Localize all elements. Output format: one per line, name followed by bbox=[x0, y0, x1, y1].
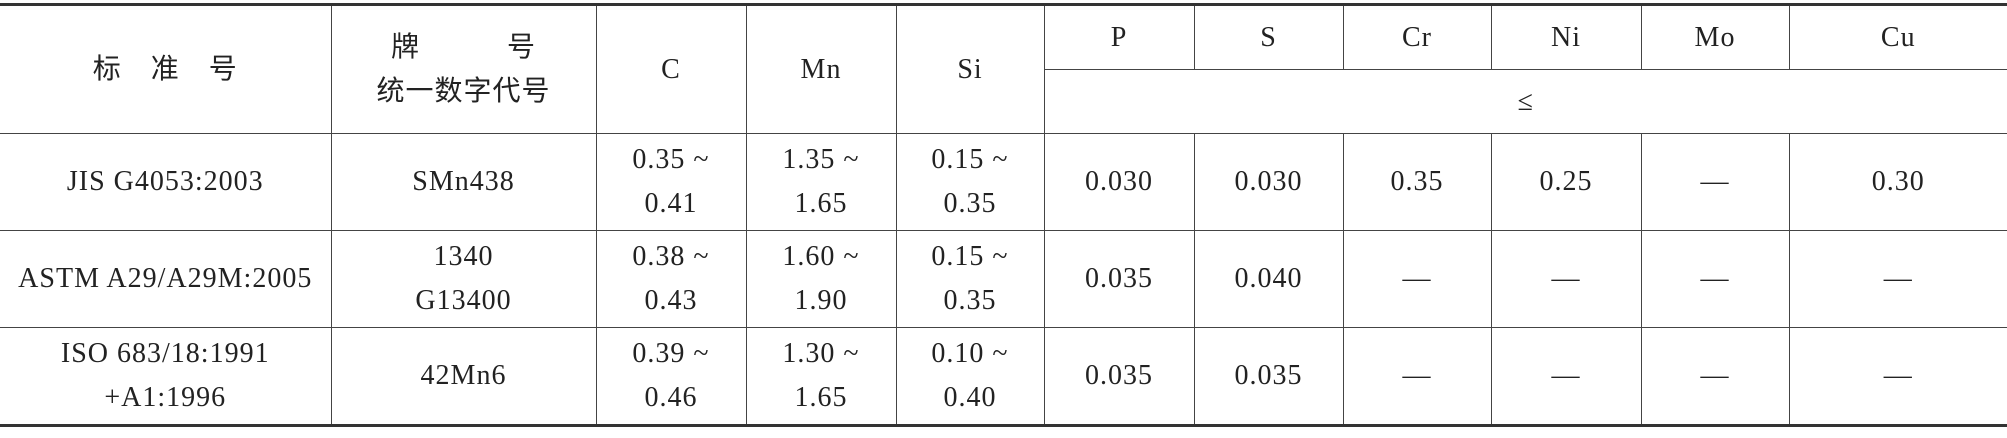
cell-line: 0.35 bbox=[897, 279, 1044, 323]
value-cell: — bbox=[1789, 231, 2007, 328]
value-cell: 0.10 ~0.40 bbox=[896, 328, 1044, 426]
standard-cell: ISO 683/18:1991+A1:1996 bbox=[0, 328, 331, 426]
cell-line: 0.41 bbox=[597, 182, 746, 226]
value-cell: 0.39 ~0.46 bbox=[596, 328, 746, 426]
value-cell: 1.30 ~1.65 bbox=[746, 328, 896, 426]
cell-line: 0.35 bbox=[1344, 160, 1491, 204]
standard-cell: JIS G4053:2003 bbox=[0, 134, 331, 231]
grade-cell: SMn438 bbox=[331, 134, 596, 231]
value-cell: — bbox=[1641, 328, 1789, 426]
header-cell: ≤ bbox=[1044, 70, 2007, 134]
cell-line: 1340 bbox=[332, 235, 596, 279]
value-cell: 0.035 bbox=[1194, 328, 1343, 426]
cell-line: 0.30 bbox=[1790, 160, 2007, 204]
value-cell: 0.35 ~0.41 bbox=[596, 134, 746, 231]
cell-line: — bbox=[1344, 354, 1491, 398]
value-cell: 1.60 ~1.90 bbox=[746, 231, 896, 328]
header-cell: Si bbox=[896, 5, 1044, 134]
cell-line: — bbox=[1790, 257, 2007, 301]
cell-line: 0.40 bbox=[897, 376, 1044, 420]
cell-line: 0.035 bbox=[1195, 354, 1343, 398]
value-cell: 0.030 bbox=[1044, 134, 1194, 231]
header-cell: Mn bbox=[746, 5, 896, 134]
cell-line: 0.035 bbox=[1045, 354, 1194, 398]
cell-line: 0.040 bbox=[1195, 257, 1343, 301]
cell-line: 0.39 ~ bbox=[597, 332, 746, 376]
cell-line: 0.030 bbox=[1195, 160, 1343, 204]
cell-line: 0.10 ~ bbox=[897, 332, 1044, 376]
cell-line: 0.15 ~ bbox=[897, 138, 1044, 182]
value-cell: 0.035 bbox=[1044, 231, 1194, 328]
cell-line: 42Mn6 bbox=[332, 354, 596, 398]
header-cell: C bbox=[596, 5, 746, 134]
cell-line: 0.030 bbox=[1045, 160, 1194, 204]
cell-line: 0.35 bbox=[897, 182, 1044, 226]
cell-line: 1.60 ~ bbox=[747, 235, 896, 279]
cell-line: 0.38 ~ bbox=[597, 235, 746, 279]
cell-line: — bbox=[1642, 257, 1789, 301]
cell-line: 0.25 bbox=[1492, 160, 1641, 204]
value-cell: — bbox=[1491, 231, 1641, 328]
cell-line: 0.46 bbox=[597, 376, 746, 420]
header-cell: 牌 号统一数字代号 bbox=[331, 5, 596, 134]
cell-line: 牌 号 bbox=[332, 26, 596, 70]
cell-line: ISO 683/18:1991 bbox=[0, 332, 331, 376]
header-cell: 标 准 号 bbox=[0, 5, 331, 134]
header-cell: Cu bbox=[1789, 5, 2007, 70]
value-cell: 0.30 bbox=[1789, 134, 2007, 231]
value-cell: 0.15 ~0.35 bbox=[896, 134, 1044, 231]
grade-cell: 42Mn6 bbox=[331, 328, 596, 426]
cell-line: 1.30 ~ bbox=[747, 332, 896, 376]
standard-cell: ASTM A29/A29M:2005 bbox=[0, 231, 331, 328]
cell-line: +A1:1996 bbox=[0, 376, 331, 420]
page: {"table":{"header":{"standard":"标 准 号","… bbox=[0, 3, 2007, 438]
value-cell: 0.38 ~0.43 bbox=[596, 231, 746, 328]
header-cell: S bbox=[1194, 5, 1343, 70]
value-cell: 0.040 bbox=[1194, 231, 1343, 328]
cell-line: 0.15 ~ bbox=[897, 235, 1044, 279]
value-cell: — bbox=[1641, 134, 1789, 231]
cell-line: — bbox=[1642, 160, 1789, 204]
header-cell: P bbox=[1044, 5, 1194, 70]
cell-line: 1.65 bbox=[747, 182, 896, 226]
cell-line: G13400 bbox=[332, 279, 596, 323]
cell-line: 0.035 bbox=[1045, 257, 1194, 301]
value-cell: — bbox=[1789, 328, 2007, 426]
cell-line: 0.35 ~ bbox=[597, 138, 746, 182]
cell-line: 1.65 bbox=[747, 376, 896, 420]
cell-line: — bbox=[1492, 354, 1641, 398]
cell-line: 统一数字代号 bbox=[332, 70, 596, 114]
value-cell: — bbox=[1641, 231, 1789, 328]
value-cell: 0.35 bbox=[1343, 134, 1491, 231]
value-cell: 1.35 ~1.65 bbox=[746, 134, 896, 231]
value-cell: — bbox=[1343, 328, 1491, 426]
value-cell: 0.030 bbox=[1194, 134, 1343, 231]
cell-line: 1.35 ~ bbox=[747, 138, 896, 182]
cell-line: — bbox=[1790, 354, 2007, 398]
header-cell: Cr bbox=[1343, 5, 1491, 70]
value-cell: — bbox=[1491, 328, 1641, 426]
value-cell: 0.15 ~0.35 bbox=[896, 231, 1044, 328]
cell-line: — bbox=[1642, 354, 1789, 398]
cell-line: — bbox=[1344, 257, 1491, 301]
cell-line: 1.90 bbox=[747, 279, 896, 323]
header-cell: Mo bbox=[1641, 5, 1789, 70]
value-cell: — bbox=[1343, 231, 1491, 328]
cell-line: SMn438 bbox=[332, 160, 596, 204]
header-cell: Ni bbox=[1491, 5, 1641, 70]
value-cell: 0.25 bbox=[1491, 134, 1641, 231]
value-cell: 0.035 bbox=[1044, 328, 1194, 426]
cell-line: 0.43 bbox=[597, 279, 746, 323]
cell-line: ASTM A29/A29M:2005 bbox=[0, 257, 331, 301]
cell-line: — bbox=[1492, 257, 1641, 301]
cell-line: JIS G4053:2003 bbox=[0, 160, 331, 204]
